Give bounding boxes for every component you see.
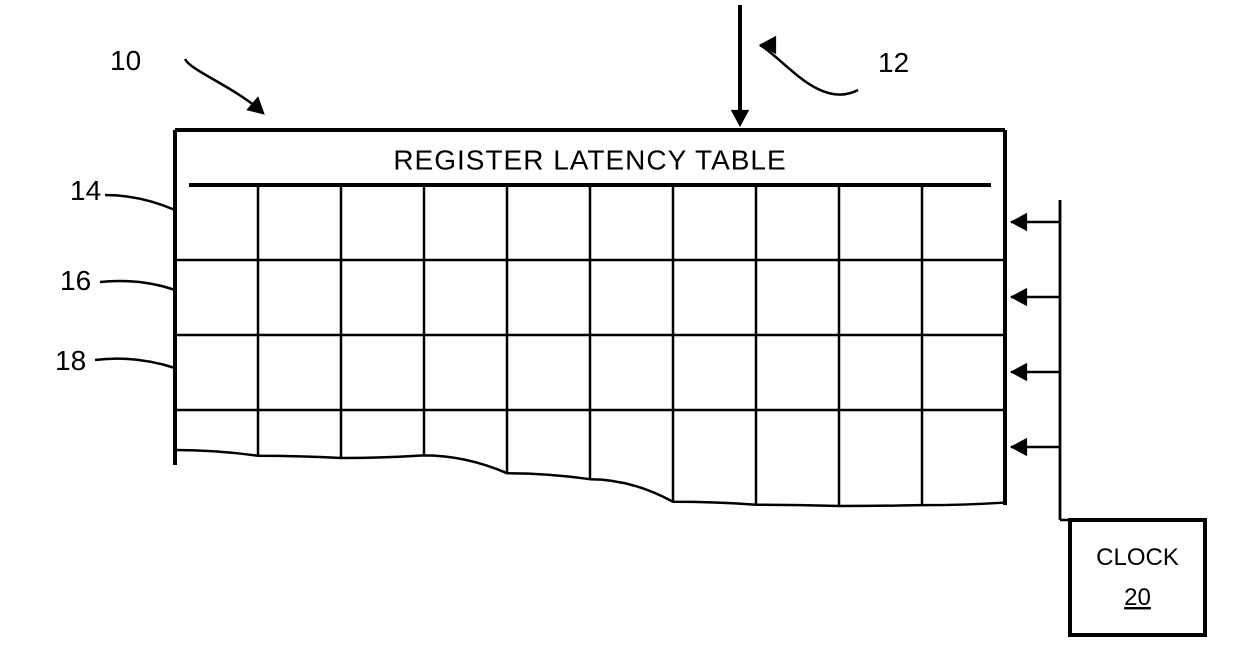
ref-12: 12	[878, 47, 909, 78]
clock-number: 20	[1124, 584, 1151, 611]
register-latency-diagram: REGISTER LATENCY TABLE 12 10 14 16 18 CLOCK 20	[0, 0, 1240, 670]
clock-label: CLOCK	[1096, 544, 1179, 571]
table-title: REGISTER LATENCY TABLE	[393, 145, 786, 176]
clock-box	[1070, 520, 1205, 635]
ref-16: 16	[60, 265, 91, 296]
ref-14: 14	[70, 175, 101, 206]
ref-10: 10	[110, 45, 141, 76]
ref-18: 18	[55, 345, 86, 376]
